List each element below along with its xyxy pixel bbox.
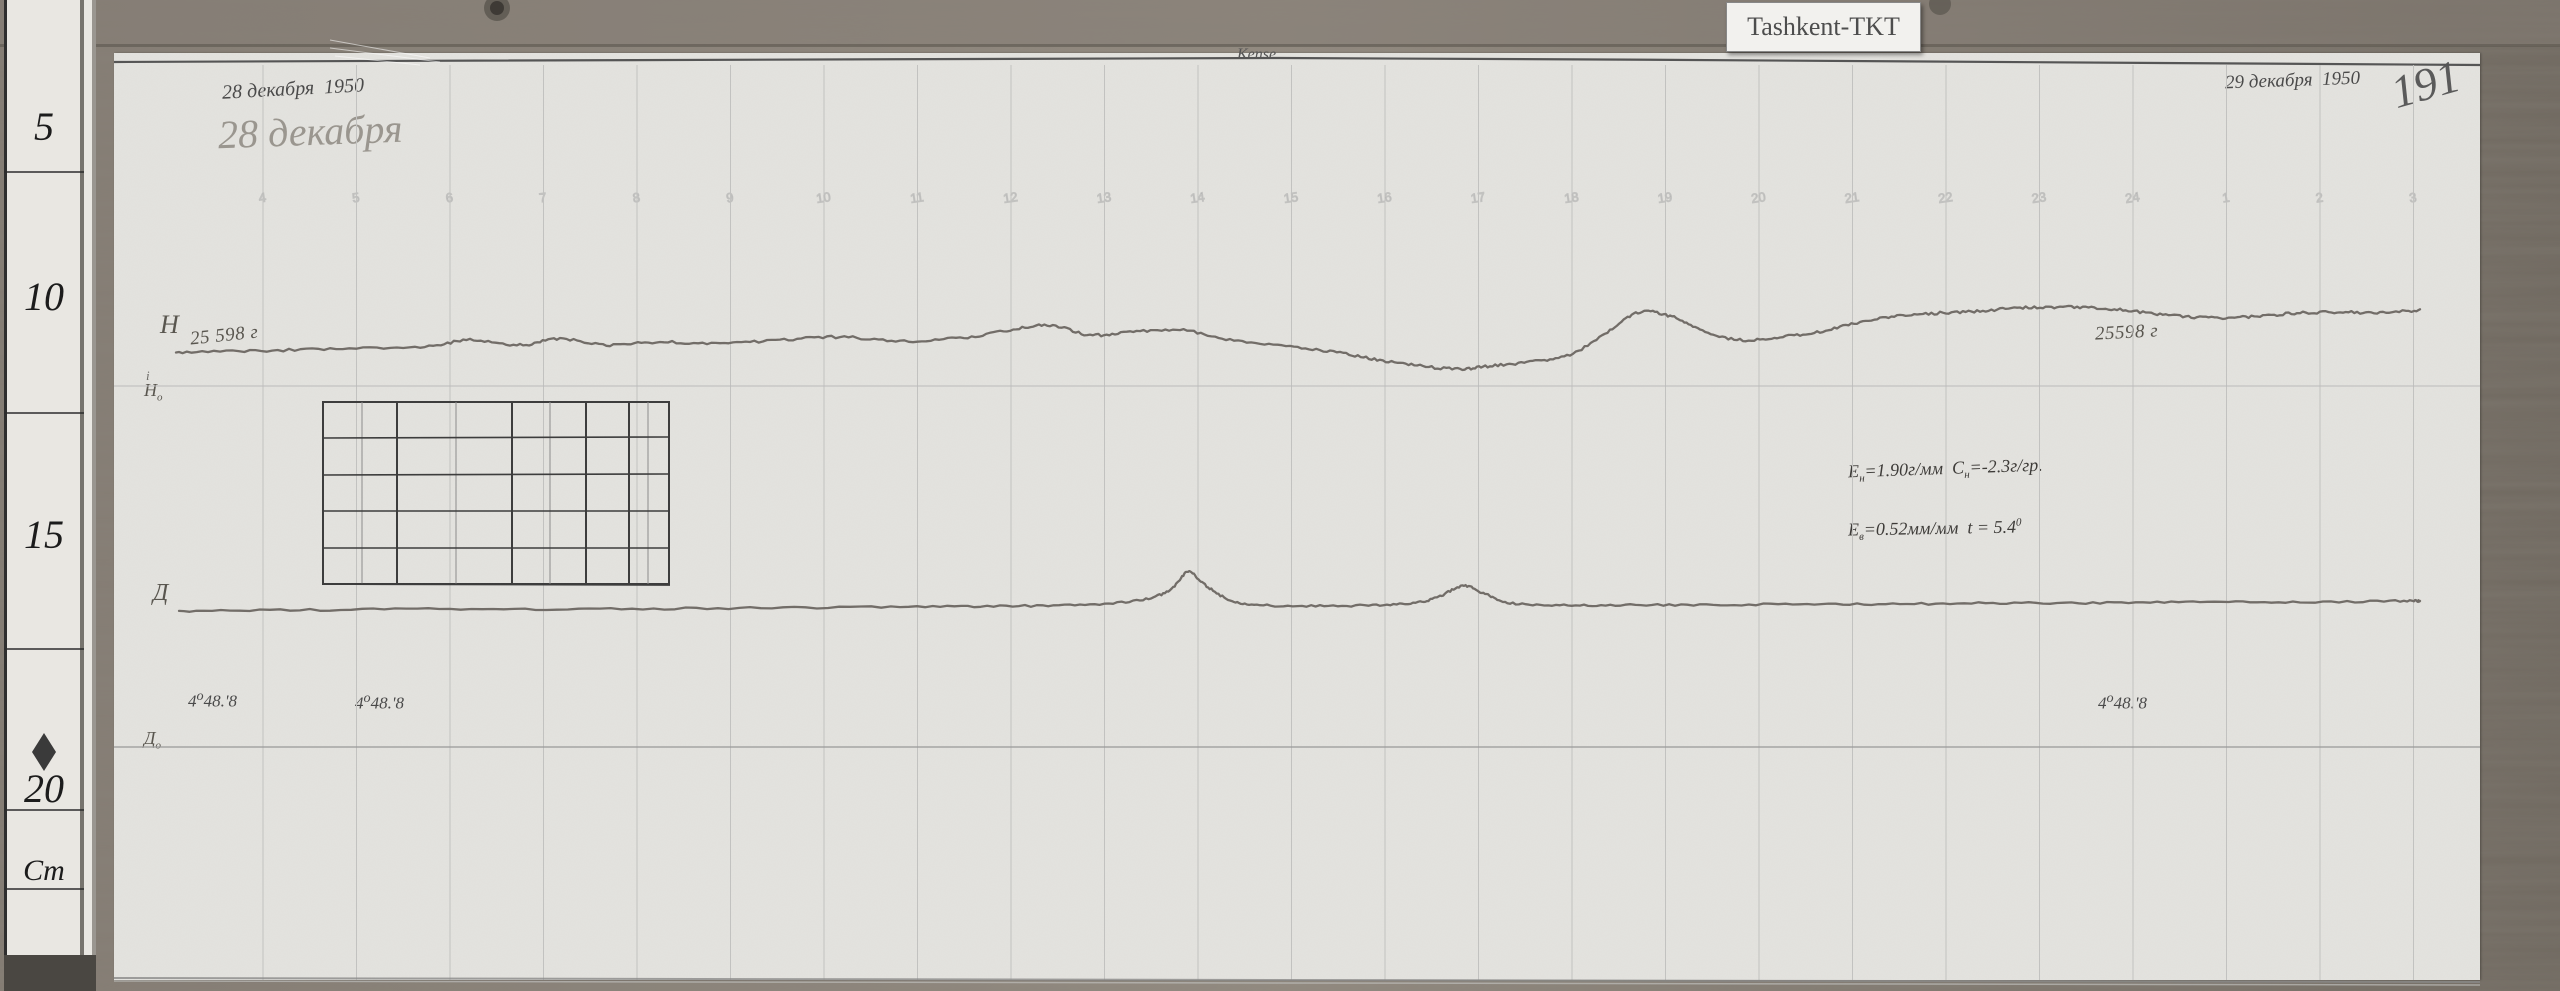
svg-text:1: 1 <box>2221 190 2230 206</box>
svg-text:7: 7 <box>538 190 547 206</box>
svg-text:11: 11 <box>909 189 924 206</box>
svg-text:8: 8 <box>632 190 641 206</box>
svg-text:20: 20 <box>1750 189 1766 206</box>
svg-text:22: 22 <box>1937 189 1953 206</box>
svg-text:17: 17 <box>1470 189 1486 206</box>
svg-text:16: 16 <box>1376 189 1392 206</box>
svg-text:3: 3 <box>2408 190 2417 206</box>
svg-text:24: 24 <box>2124 189 2140 206</box>
svg-text:2: 2 <box>2315 190 2324 206</box>
svg-text:14: 14 <box>1189 189 1205 206</box>
svg-text:21: 21 <box>1844 189 1860 206</box>
svg-text:10: 10 <box>815 189 831 206</box>
svg-text:4: 4 <box>258 190 267 206</box>
svg-text:23: 23 <box>2031 189 2047 206</box>
svg-text:15: 15 <box>1283 189 1299 206</box>
svg-text:5: 5 <box>351 190 360 206</box>
svg-text:13: 13 <box>1096 189 1112 206</box>
svg-text:12: 12 <box>1002 189 1018 206</box>
svg-text:18: 18 <box>1563 189 1579 206</box>
svg-text:6: 6 <box>445 190 454 206</box>
svg-text:9: 9 <box>725 190 734 206</box>
svg-text:19: 19 <box>1657 189 1673 206</box>
